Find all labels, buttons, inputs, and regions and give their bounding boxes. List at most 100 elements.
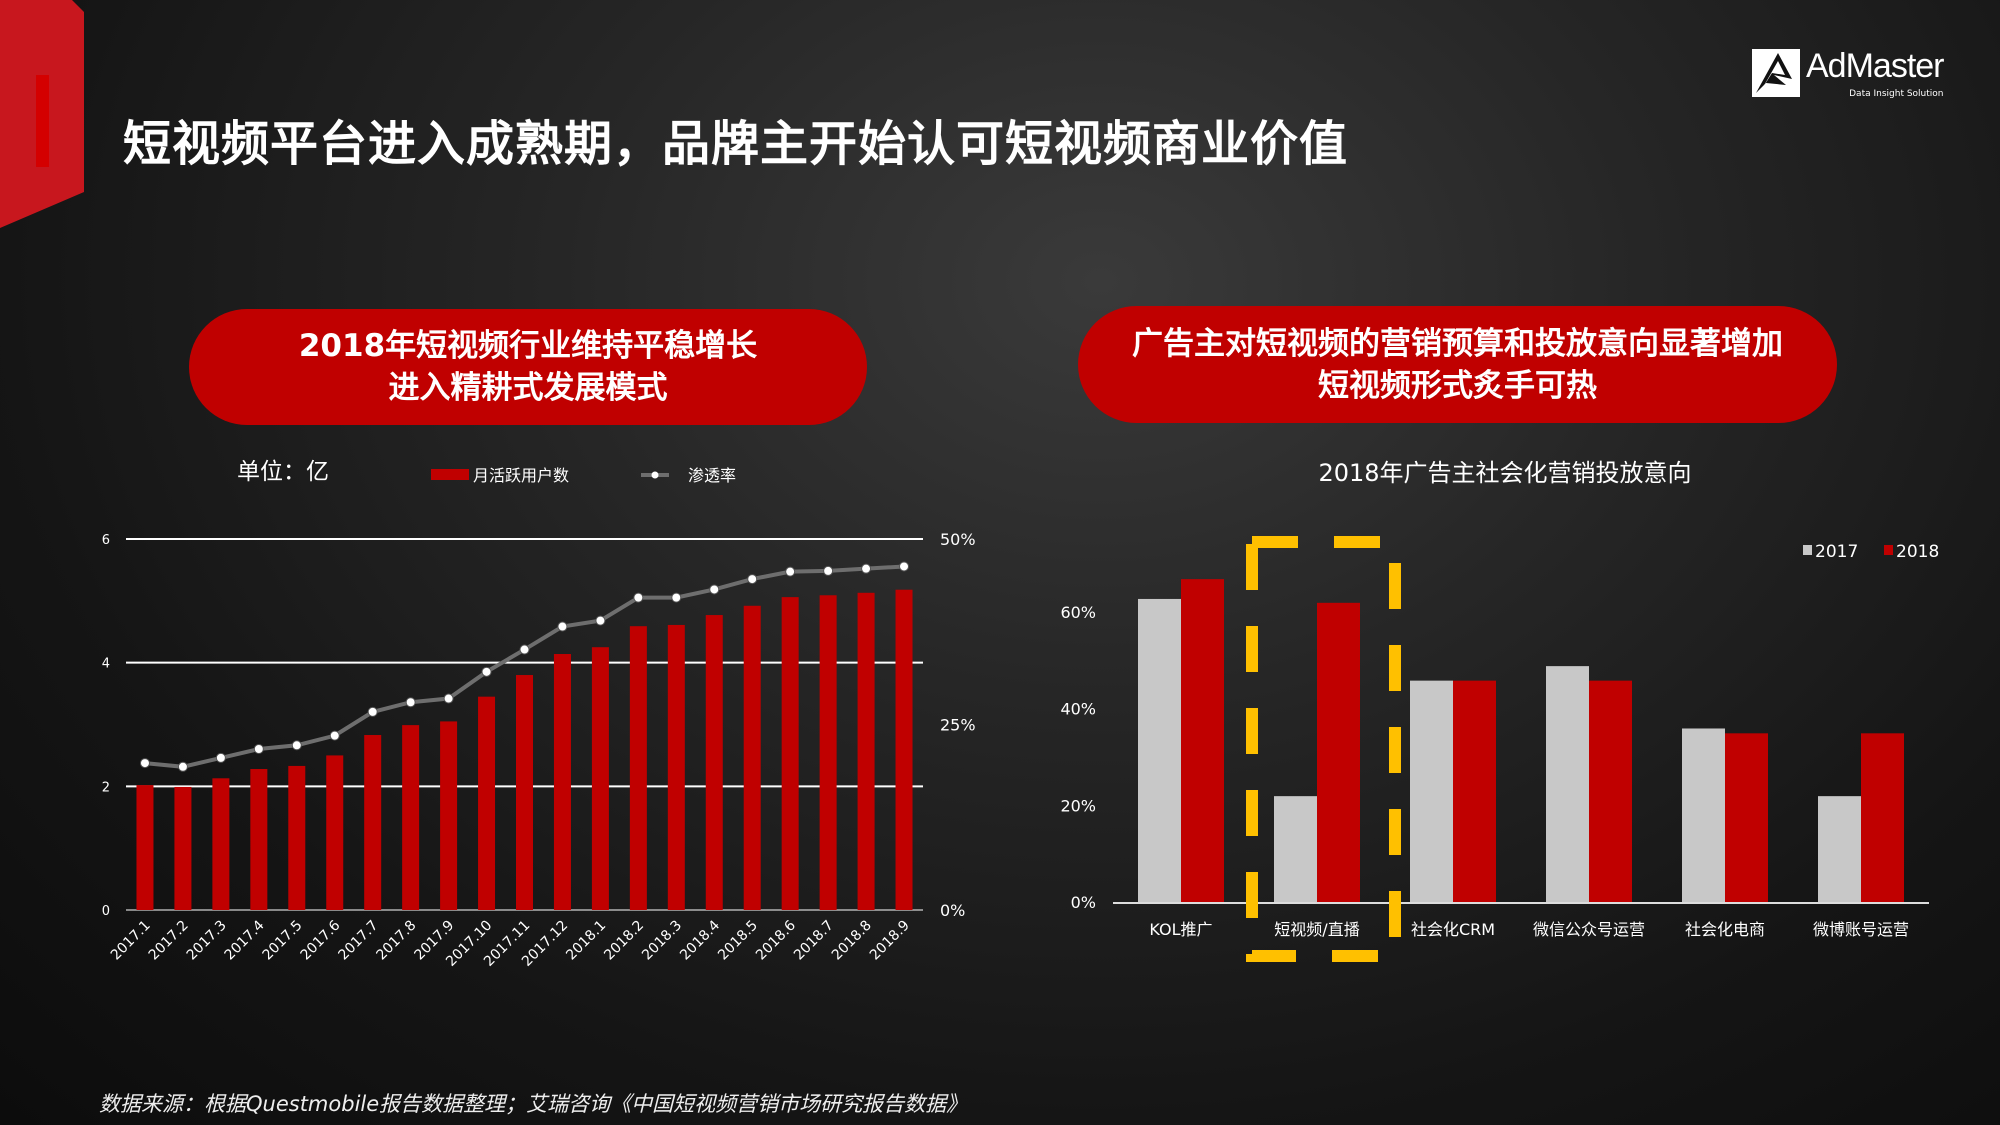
bar-2017 [1410,680,1453,902]
tab-bar [36,75,49,167]
x-axis-tick: 2017.3 [184,918,230,964]
left-axis-tick: 4 [102,657,110,672]
penetration-point [671,592,682,603]
bar-mau [212,778,230,910]
penetration-point [329,730,340,741]
bar-2017 [1818,796,1861,902]
x-axis-tick: 2018.6 [753,917,799,963]
left-headline-line2: 进入精耕式发展模式 [388,370,668,406]
penetration-point [215,752,226,763]
x-axis-tick: 2018.1 [563,918,609,964]
bar-mau [136,785,154,910]
right-headline-line1: 广告主对短视频的营销预算和投放意向显著增加 [1132,325,1783,362]
right-axis-tick: 0% [940,901,965,920]
penetration-point [481,666,492,677]
x-axis-tick: 2018.7 [791,918,837,964]
x-axis-label: KOL推广 [1149,920,1212,939]
penetration-point [747,574,758,585]
bar-2017 [1274,796,1317,902]
bar-2018 [1317,602,1360,902]
x-axis-tick: 2017.2 [146,918,192,964]
penetration-point [443,693,454,704]
penetration-point [253,743,264,754]
bar-mau [591,647,609,910]
legend-swatch-mau [431,469,469,480]
highlight-box [1246,536,1401,962]
legend-label-2017: 2017 [1815,542,1858,562]
legend-label-mau: 月活跃用户数 [473,466,569,485]
bar-mau [781,597,799,910]
left-axis-tick: 6 [102,533,110,548]
penetration-point [709,584,720,595]
corner-tab [0,0,84,228]
bar-mau [174,786,192,910]
x-axis-tick: 2017.1 [108,918,154,964]
left-axis-tick: 2 [102,780,110,795]
bar-mau [895,589,913,910]
y-axis-tick: 20% [1060,796,1096,815]
legend-label-penetration: 渗透率 [688,466,736,485]
bar-2018 [1589,680,1632,902]
admaster-logo: AdMaster Data Insight Solution [1752,46,1944,100]
x-axis-label: 社会化CRM [1411,920,1495,939]
bar-mau [705,615,723,910]
x-axis-tick: 2017.7 [336,918,382,964]
bar-2017 [1682,728,1725,902]
page-title: 短视频平台进入成熟期，品牌主开始认可短视频商业价值 [123,116,1349,172]
penetration-point [519,644,530,655]
x-axis-tick: 2018.9 [867,918,913,964]
penetration-point [595,615,606,626]
bar-mau [440,721,458,910]
legend-swatch-2017 [1803,545,1812,555]
bar-mau [478,696,496,910]
left-axis-tick: 0 [102,904,110,919]
bar-2017 [1546,666,1589,902]
x-axis-tick: 2017.5 [260,918,306,964]
penetration-point [177,761,188,772]
bar-2018 [1181,579,1224,902]
x-axis-tick: 2018.8 [829,918,875,964]
legend-label-2018: 2018 [1896,542,1939,562]
penetration-point [557,621,568,632]
penetration-point [899,561,910,572]
penetration-point [633,592,644,603]
x-axis-label: 短视频/直播 [1274,920,1359,939]
penetration-point [861,563,872,574]
x-axis-label: 微博账号运营 [1813,920,1909,939]
right-axis-tick: 25% [940,716,976,735]
bar-2018 [1453,680,1496,902]
bar-mau [326,755,344,910]
x-axis-tick: 2018.5 [715,918,761,964]
bar-mau [857,592,875,910]
penetration-point [139,758,150,769]
right-headline-line2: 短视频形式炙手可热 [1318,367,1597,404]
x-axis-tick: 2018.3 [639,918,685,964]
unit-label: 单位：亿 [237,459,329,485]
x-axis-tick: 2017.4 [222,917,268,963]
bar-mau [667,624,685,910]
x-axis-label: 微信公众号运营 [1533,920,1645,939]
x-axis-tick: 2018.2 [601,918,647,964]
bar-2017 [1138,598,1181,902]
source-note: 数据来源：根据Questmobile报告数据整理；艾瑞咨询《中国短视频营销市场研… [99,1092,968,1116]
penetration-point [405,697,416,708]
x-axis-tick: 2017.8 [374,918,420,964]
bar-mau [819,595,837,910]
y-axis-tick: 60% [1060,603,1096,622]
chart-title: 2018年广告主社会化营销投放意向 [1318,459,1691,487]
logo-mark-icon [1752,49,1800,97]
penetration-point [291,740,302,751]
bar-mau [629,626,647,910]
bar-mau [364,735,382,910]
left-headline-pill: 2018年短视频行业维持平稳增长 进入精耕式发展模式 [189,309,867,425]
y-axis-tick: 0% [1071,893,1096,912]
ad-intent-chart: 2018年广告主社会化营销投放意向 0% 20% 40% 60% KOL推广 短视频/直播 社… [1060,459,1939,962]
bar-mau [402,725,420,910]
penetration-point [785,566,796,577]
x-axis-tick: 2018.4 [677,917,723,963]
legend-swatch-2018 [1884,545,1893,555]
x-axis-label: 社会化电商 [1685,920,1765,939]
penetration-point [367,706,378,717]
bar-2018 [1861,733,1904,902]
bar-2018 [1725,733,1768,902]
